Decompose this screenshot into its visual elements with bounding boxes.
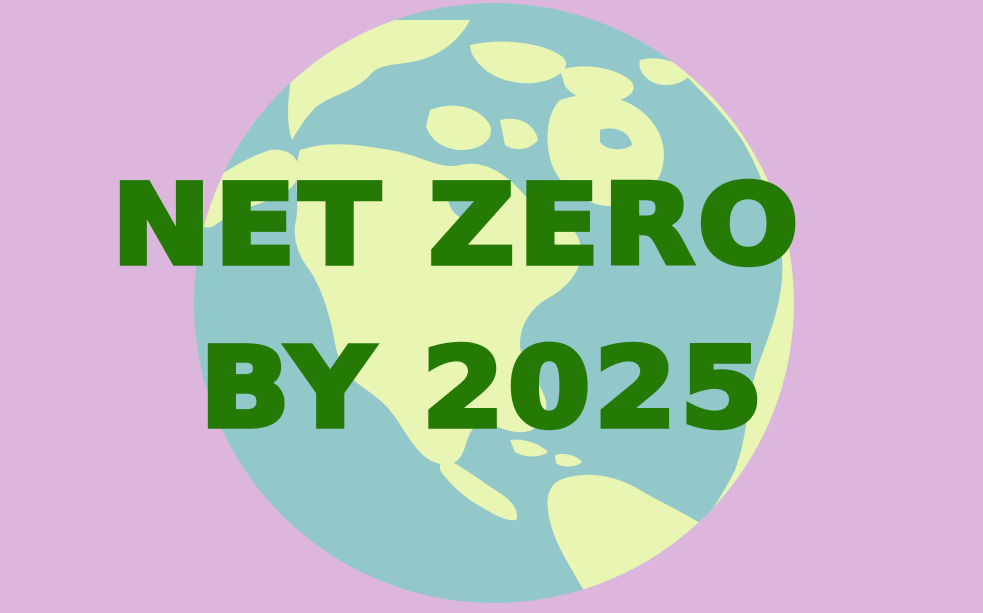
headline-line-2: BY 2025: [197, 323, 767, 453]
globe-lakes: [350, 116, 632, 221]
globe-continents: [194, 3, 794, 603]
headline-line-1: NET ZERO: [109, 160, 803, 290]
